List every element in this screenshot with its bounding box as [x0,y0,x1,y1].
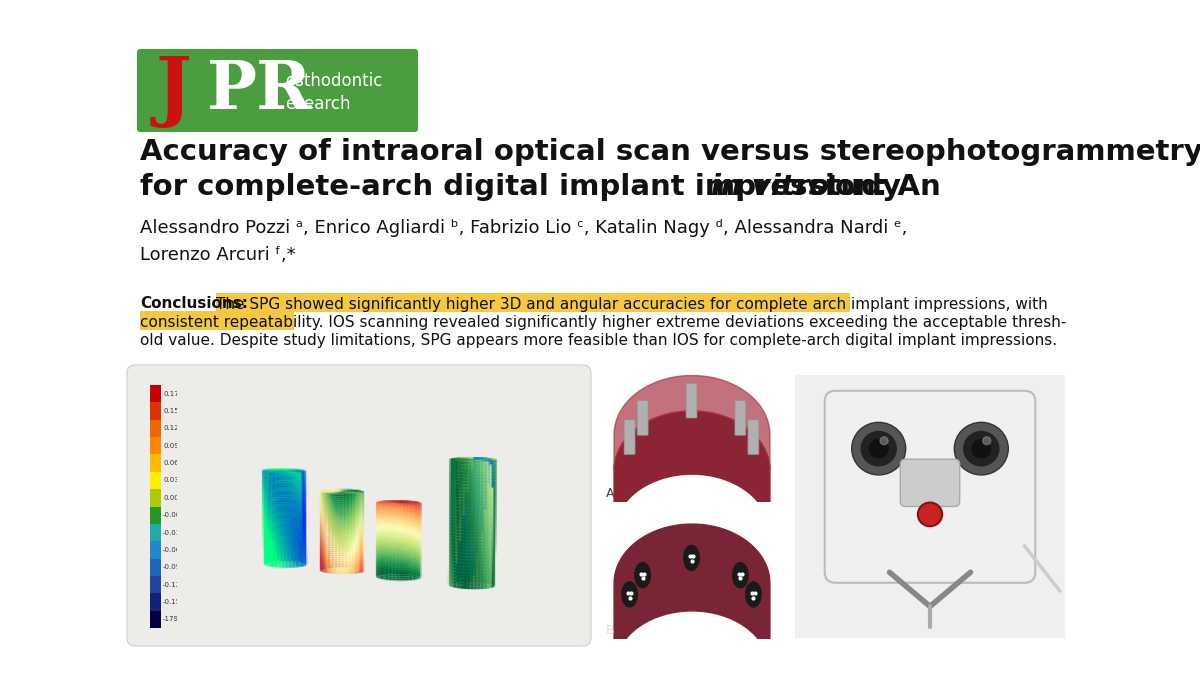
Text: for complete-arch digital implant impression: An: for complete-arch digital implant impres… [140,173,950,201]
Bar [150,541,161,559]
Text: The SPG showed significantly higher 3D and angular accuracies for complete arch : The SPG showed significantly higher 3D a… [216,296,1048,311]
Text: B: B [606,624,614,637]
Text: 0.179: 0.179 [163,391,184,397]
FancyBboxPatch shape [900,459,960,506]
Circle shape [918,503,942,526]
Text: osthodontic: osthodontic [286,72,383,90]
Bar [150,611,161,628]
Circle shape [880,437,888,445]
Text: Alessandro Pozzi ᵃ, Enrico Agliardi ᵇ, Fabrizio Lio ᶜ, Katalin Nagy ᵈ, Alessandr: Alessandro Pozzi ᵃ, Enrico Agliardi ᵇ, F… [140,219,907,237]
FancyBboxPatch shape [686,383,697,418]
Text: 0.151: 0.151 [163,408,184,414]
Bar [150,420,161,437]
Text: -0.066: -0.066 [163,547,186,553]
Text: Lorenzo Arcuri ᶠ,*: Lorenzo Arcuri ᶠ,* [140,246,295,264]
Text: Conclusions:: Conclusions: [140,296,248,311]
Text: -0.009: -0.009 [163,512,186,518]
FancyBboxPatch shape [137,49,418,132]
Text: A: A [606,487,614,500]
FancyBboxPatch shape [748,420,758,454]
Text: -0.094: -0.094 [163,564,186,570]
Bar [140,311,294,330]
Circle shape [954,423,1008,475]
Text: Accuracy of intraoral optical scan versus stereophotogrammetry: Accuracy of intraoral optical scan versu… [140,138,1200,166]
Text: -179: -179 [163,616,179,622]
Text: -0.037: -0.037 [163,529,186,535]
Polygon shape [745,582,761,607]
Text: consistent repeatability. IOS scanning revealed significantly higher extreme dev: consistent repeatability. IOS scanning r… [140,315,1067,329]
Text: PR: PR [208,58,312,123]
Text: 0.123: 0.123 [163,425,184,431]
Text: J: J [156,53,192,128]
FancyBboxPatch shape [624,420,635,454]
Polygon shape [733,562,748,588]
FancyBboxPatch shape [787,367,1073,646]
Circle shape [964,431,998,466]
Text: 0.037: 0.037 [163,477,184,483]
Bar [150,437,161,454]
Bar [150,593,161,611]
Bar [150,506,161,524]
Text: 0.009: 0.009 [163,495,184,501]
Text: old value. Despite study limitations, SPG appears more feasible than IOS for com: old value. Despite study limitations, SP… [140,333,1057,348]
Text: study: study [799,173,901,201]
FancyBboxPatch shape [637,400,648,435]
Bar [150,559,161,576]
Bar [150,472,161,489]
Text: in vitro: in vitro [710,173,829,201]
FancyBboxPatch shape [127,365,592,646]
FancyBboxPatch shape [824,391,1036,583]
Polygon shape [622,582,637,607]
Bar [150,576,161,593]
FancyBboxPatch shape [734,400,746,435]
Text: 0.066: 0.066 [163,460,184,466]
Circle shape [869,439,888,458]
Bar [150,454,161,472]
Bar [150,385,161,402]
Polygon shape [684,545,700,570]
Circle shape [852,423,906,475]
Bar [216,293,850,312]
Text: -0.151: -0.151 [163,599,186,605]
Circle shape [972,439,991,458]
Text: -0.123: -0.123 [163,582,186,588]
Text: 0.094: 0.094 [163,443,184,449]
Circle shape [983,437,991,445]
Bar [150,524,161,541]
Bar [150,489,161,506]
Bar [150,402,161,420]
Text: esearch: esearch [286,95,350,113]
Polygon shape [635,562,650,588]
Circle shape [862,431,896,466]
